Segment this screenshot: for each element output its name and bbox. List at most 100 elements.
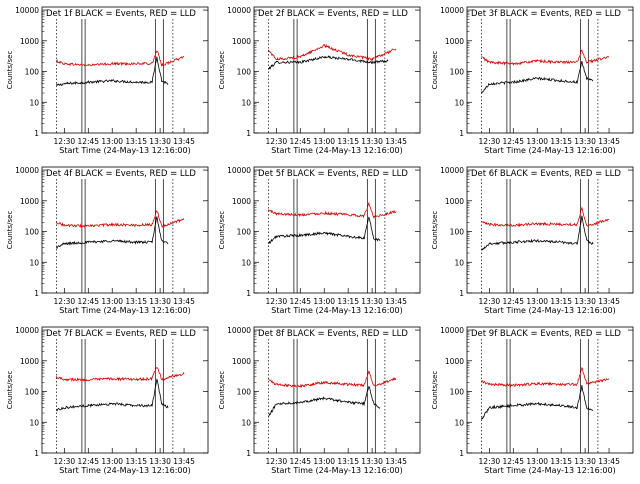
x-axis-label: Start Time (24-May-13 12:16:00)	[484, 466, 615, 475]
x-tick-label: 13:45	[173, 297, 195, 306]
lld-series-line	[268, 43, 397, 61]
y-axis-label: Counts/sec	[6, 51, 14, 90]
events-series-line	[481, 215, 594, 251]
x-tick-label: 13:00	[101, 137, 123, 146]
x-tick-label: 13:00	[101, 457, 123, 466]
panel-title: Det 8f BLACK = Events, RED = LLD	[258, 329, 408, 339]
x-axis-label: Start Time (24-May-13 12:16:00)	[59, 466, 190, 475]
y-tick-label: 10	[241, 258, 251, 267]
y-tick-label: 1000	[445, 37, 464, 46]
x-tick-label: 13:15	[125, 297, 147, 306]
x-tick-label: 13:45	[598, 137, 620, 146]
y-tick-label: 10	[29, 98, 39, 107]
y-tick-label: 1	[34, 289, 39, 298]
y-tick-label: 1	[34, 449, 39, 458]
x-tick-label: 13:30	[361, 137, 383, 146]
plot-frame	[41, 326, 209, 454]
plot-frame	[466, 326, 634, 454]
x-tick-label: 13:30	[361, 297, 383, 306]
events-series-line	[56, 56, 169, 87]
x-tick-label: 13:00	[313, 297, 335, 306]
events-series-line	[56, 378, 169, 412]
y-tick-label: 10000	[440, 326, 464, 335]
panel-det-3: Det 3f BLACK = Events, RED = LLD 1 10 100 10…	[431, 6, 634, 155]
panel-title: Det 1f BLACK = Events, RED = LLD	[46, 9, 196, 19]
y-tick-label: 10000	[15, 6, 39, 15]
x-tick-label: 13:45	[385, 137, 407, 146]
y-tick-label: 1000	[445, 357, 464, 366]
x-tick-label: 12:45	[289, 137, 311, 146]
y-tick-label: 1000	[20, 197, 39, 206]
panel-title: Det 2f BLACK = Events, RED = LLD	[258, 9, 408, 19]
x-tick-label: 12:45	[77, 137, 99, 146]
x-tick-label: 13:00	[526, 297, 548, 306]
x-tick-label: 13:00	[313, 137, 335, 146]
y-tick-label: 100	[450, 228, 465, 237]
panel-det-8: Det 8f BLACK = Events, RED = LLD 1 10 100 10…	[218, 326, 421, 475]
x-tick-label: 12:45	[502, 137, 524, 146]
y-axis-label: Counts/sec	[431, 371, 439, 410]
events-series-line	[56, 216, 169, 250]
y-tick-label: 1	[459, 289, 464, 298]
y-tick-label: 10	[29, 258, 39, 267]
y-tick-label: 100	[25, 388, 40, 397]
events-series-line	[268, 55, 389, 70]
x-tick-label: 13:45	[598, 297, 620, 306]
y-tick-label: 10000	[15, 166, 39, 175]
x-axis-label: Start Time (24-May-13 12:16:00)	[59, 306, 190, 315]
y-axis-label: Counts/sec	[218, 211, 226, 250]
x-tick-label: 13:30	[149, 457, 171, 466]
x-tick-label: 12:45	[77, 297, 99, 306]
x-tick-label: 13:30	[361, 457, 383, 466]
x-tick-label: 13:00	[101, 297, 123, 306]
x-tick-label: 12:45	[502, 297, 524, 306]
x-tick-label: 12:30	[54, 297, 76, 306]
y-tick-label: 1	[459, 129, 464, 138]
events-series-line	[268, 216, 381, 244]
y-tick-label: 100	[450, 388, 465, 397]
y-tick-label: 1000	[445, 197, 464, 206]
lld-series-line	[268, 201, 397, 219]
plot-frame	[253, 166, 421, 294]
plot-frame	[41, 6, 209, 134]
x-tick-label: 13:15	[550, 137, 572, 146]
y-axis-label: Counts/sec	[431, 51, 439, 90]
lld-series-line	[56, 210, 185, 229]
plot-frame	[253, 326, 421, 454]
y-tick-label: 1000	[232, 357, 251, 366]
x-tick-label: 13:15	[337, 457, 359, 466]
y-tick-label: 100	[25, 68, 40, 77]
y-tick-label: 100	[450, 68, 465, 77]
y-tick-label: 1000	[20, 357, 39, 366]
x-tick-label: 13:45	[598, 457, 620, 466]
y-tick-label: 1	[246, 129, 251, 138]
y-tick-label: 10000	[440, 6, 464, 15]
x-tick-label: 13:00	[526, 137, 548, 146]
x-tick-label: 12:45	[289, 457, 311, 466]
y-tick-label: 10	[241, 98, 251, 107]
panel-det-7: Det 7f BLACK = Events, RED = LLD 1 10 100 10…	[6, 326, 209, 475]
y-tick-label: 1	[246, 289, 251, 298]
x-axis-label: Start Time (24-May-13 12:16:00)	[271, 466, 402, 475]
x-tick-label: 12:45	[502, 457, 524, 466]
plot-frame	[466, 6, 634, 134]
x-tick-label: 12:30	[479, 137, 501, 146]
panel-title: Det 3f BLACK = Events, RED = LLD	[471, 9, 621, 19]
x-axis-label: Start Time (24-May-13 12:16:00)	[59, 146, 190, 155]
plot-frame	[41, 166, 209, 294]
y-tick-label: 1	[246, 449, 251, 458]
panel-det-4: Det 4f BLACK = Events, RED = LLD 1 10 100 10…	[6, 166, 209, 315]
y-tick-label: 100	[25, 228, 40, 237]
y-tick-label: 10	[454, 418, 464, 427]
x-tick-label: 13:45	[385, 297, 407, 306]
x-tick-label: 12:30	[479, 457, 501, 466]
panel-title: Det 9f BLACK = Events, RED = LLD	[471, 329, 621, 339]
x-tick-label: 13:00	[526, 457, 548, 466]
x-axis-label: Start Time (24-May-13 12:16:00)	[484, 306, 615, 315]
x-tick-label: 12:30	[266, 457, 288, 466]
x-tick-label: 13:30	[149, 137, 171, 146]
y-axis-label: Counts/sec	[218, 51, 226, 90]
y-tick-label: 10000	[227, 6, 251, 15]
x-axis-label: Start Time (24-May-13 12:16:00)	[271, 146, 402, 155]
